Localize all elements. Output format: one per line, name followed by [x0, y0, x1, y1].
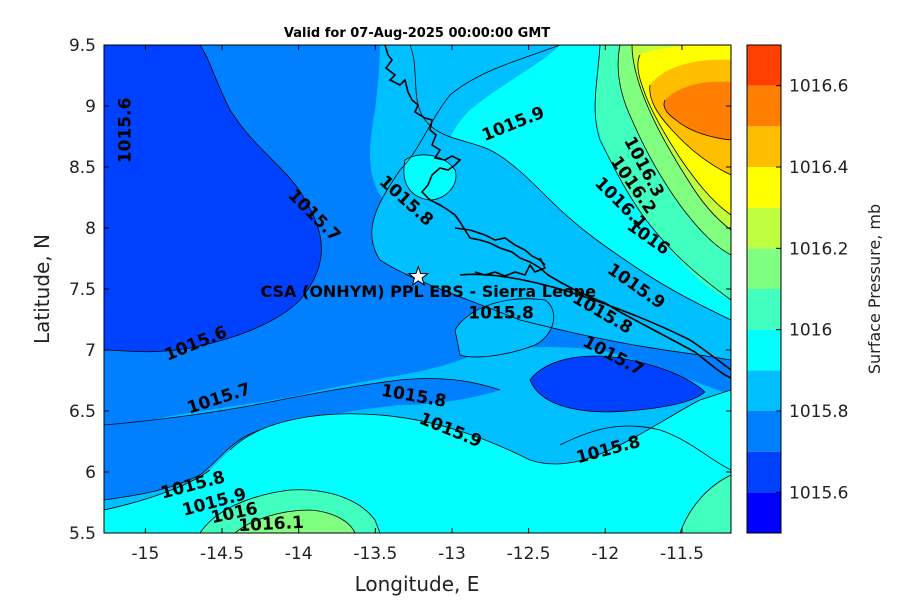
x-tick-label: -14.5 — [200, 544, 244, 564]
contour-line — [199, 489, 381, 533]
colorbar-tick-label: 1016.4 — [789, 158, 848, 178]
y-tick-label: 6.5 — [69, 402, 96, 422]
pressure-band-1016-0-se — [680, 475, 731, 533]
y-tick-label: 7.5 — [69, 280, 96, 300]
coastline-estuary — [474, 257, 547, 277]
colorbar-segment — [747, 492, 781, 533]
x-tick-label: -11.5 — [660, 544, 704, 564]
contour-label: 1015.6 — [115, 98, 135, 164]
colorbar-tick-label: 1015.8 — [789, 402, 848, 422]
site-star-marker — [407, 265, 430, 287]
x-axis-ticks: -15 -14.5 -14 -13.5 -13 -12.5 -12 -11.5 — [132, 45, 704, 564]
contour-line — [229, 389, 731, 465]
contour-line — [234, 509, 356, 533]
colorbar-label: Surface Pressure, mb — [865, 204, 884, 374]
pressure-band-1016-1-south — [235, 510, 355, 533]
y-tick-label: 9.5 — [69, 36, 96, 56]
contour-line — [631, 45, 731, 231]
pressure-band-1015-6-west — [104, 45, 322, 352]
contour-line — [594, 45, 731, 301]
y-axis-ticks: 5.5 6 6.5 7 7.5 8 8.5 9 9.5 — [69, 36, 731, 544]
contour-lines — [104, 45, 731, 533]
colorbar-frame — [746, 44, 782, 534]
colorbar-tick-label: 1015.6 — [789, 483, 848, 503]
site-group: CSA (ONHYM) PPL EBS - Sierra Leone — [260, 265, 596, 301]
colorbar-segment — [747, 207, 781, 249]
x-axis-label: Longitude, E — [355, 572, 480, 596]
pressure-band-1016-5 — [664, 81, 731, 140]
pressure-fill-layer — [104, 45, 731, 533]
colorbar-tick-label: 1016.2 — [789, 239, 848, 259]
contour-line — [104, 429, 261, 501]
pressure-band-1015-8-coastal — [455, 298, 554, 357]
x-tick-label: -13 — [438, 544, 466, 564]
contour-line — [104, 45, 322, 353]
contour-line — [617, 45, 731, 256]
site-label: CSA (ONHYM) PPL EBS - Sierra Leone — [260, 282, 596, 301]
colorbar-segment — [747, 45, 781, 86]
contour-line — [637, 54, 731, 216]
contour-line — [409, 45, 731, 321]
colorbar-segment — [747, 370, 781, 411]
colorbar-segment — [747, 167, 781, 208]
coastline-path — [384, 45, 731, 379]
contour-line — [454, 298, 554, 358]
x-tick-label: -14 — [285, 544, 313, 564]
contour-label: 1016.1 — [238, 513, 305, 536]
colorbar — [747, 45, 781, 533]
pressure-band-1015-7 — [104, 45, 731, 425]
pressure-band-1015-7-south — [104, 378, 500, 500]
colorbar-segment — [747, 329, 781, 371]
x-tick-label: -15 — [132, 544, 160, 564]
contour-line — [663, 99, 731, 141]
x-tick-label: -12 — [591, 544, 619, 564]
y-tick-label: 8.5 — [69, 158, 96, 178]
pressure-band-1015-9-blob — [403, 154, 456, 200]
contour-line — [104, 378, 501, 426]
colorbar-segment — [747, 451, 781, 493]
colorbar-ticks: 1015.6 1015.8 1016 1016.2 1016.4 1016.6 — [776, 77, 848, 503]
y-tick-label: 5.5 — [69, 524, 96, 544]
x-tick-label: -13.5 — [353, 544, 397, 564]
coastline-estuary — [454, 227, 546, 266]
contour-line — [529, 355, 706, 413]
y-tick-label: 6 — [85, 463, 96, 483]
colorbar-segment — [747, 289, 781, 330]
colorbar-segment — [747, 85, 781, 127]
contour-line — [104, 469, 211, 511]
contour-label: 1015.8 — [468, 303, 534, 323]
coastline-sherbro — [459, 273, 731, 371]
pressure-band-1015-6-east — [530, 356, 705, 412]
y-tick-label: 9 — [85, 97, 96, 117]
contour-line — [679, 474, 731, 533]
contour-line — [371, 45, 731, 361]
colorbar-segment — [747, 126, 781, 167]
colorbar-tick-label: 1016 — [789, 321, 832, 341]
colorbar-tick-label: 1016.6 — [789, 77, 848, 97]
x-tick-label: -12.5 — [507, 544, 551, 564]
contour-line — [403, 154, 457, 201]
colorbar-segment — [747, 411, 781, 452]
contour-line — [559, 425, 731, 471]
y-axis-label: Latitude, N — [30, 234, 54, 344]
colorbar-segment — [747, 248, 781, 289]
y-tick-label: 7 — [85, 341, 96, 361]
y-tick-label: 8 — [85, 219, 96, 239]
coastline — [384, 45, 731, 379]
contour-line — [649, 84, 731, 176]
chart-title: Valid for 07-Aug-2025 00:00:00 GMT — [284, 26, 550, 41]
